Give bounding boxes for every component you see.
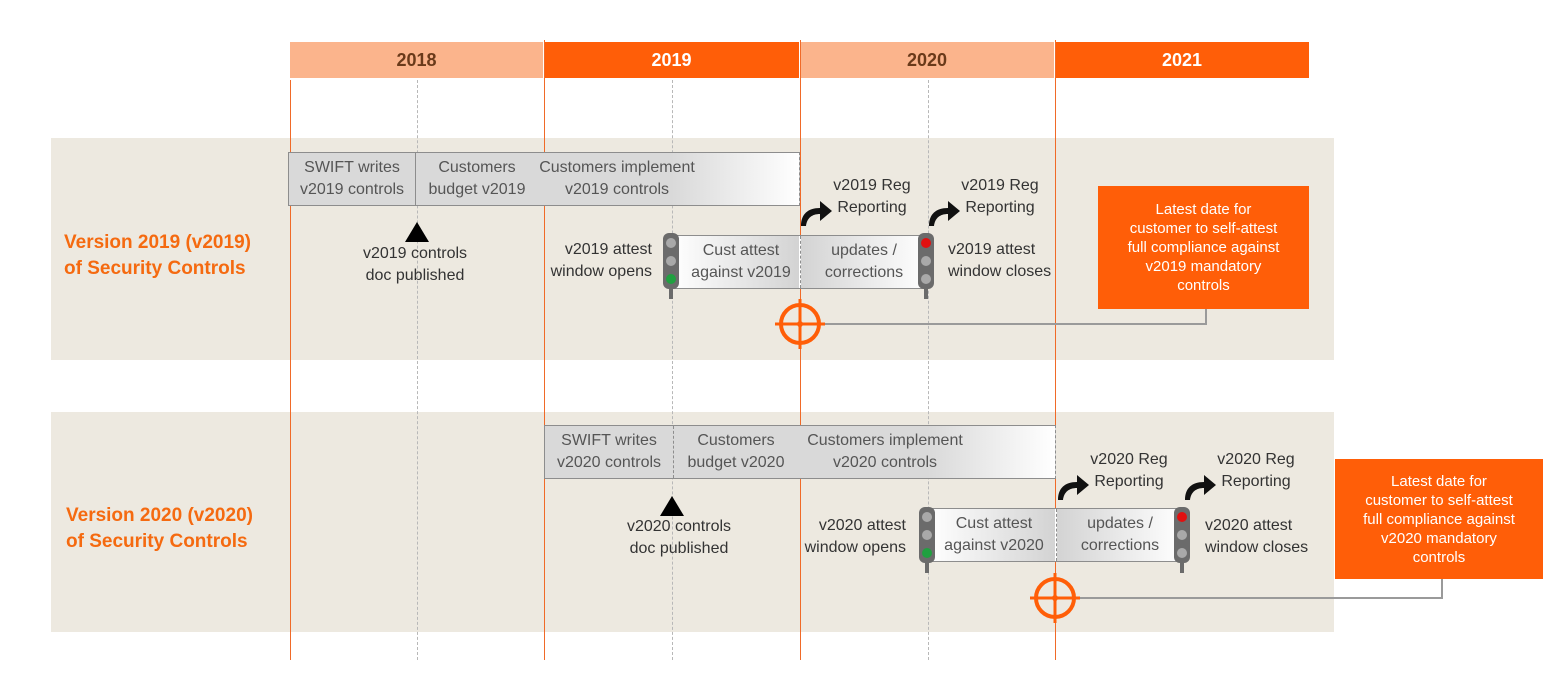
year-boundary-line xyxy=(800,40,801,660)
reg-reporting-label: v2019 Reg Reporting xyxy=(961,177,1039,216)
attest-window-v2020: Cust attest against v2020 updates / corr… xyxy=(928,508,1184,562)
phase-bar-v2020: SWIFT writes v2020 controls Customers bu… xyxy=(544,425,1056,479)
window-segment-attest: Cust attest against v2020 xyxy=(944,515,1044,554)
row-label-v2020: Version 2020 (v2020) of Security Control… xyxy=(66,505,253,552)
phase-swift-writes: SWIFT writes v2019 controls xyxy=(289,153,416,205)
phase-customers-budget: Customers budget v2019 xyxy=(428,159,526,198)
published-note: v2020 controls doc published xyxy=(626,518,732,557)
window-segment-attest: Cust attest against v2019 xyxy=(691,242,791,281)
curved-arrow-icon xyxy=(1185,475,1216,500)
year-header-2020: 2020 xyxy=(800,42,1054,78)
year-header-2018: 2018 xyxy=(290,42,543,78)
window-opens-label: v2019 attest window opens xyxy=(550,241,652,280)
window-closes-label: v2019 attest window closes xyxy=(948,241,1052,280)
phase-customers-budget: Customers budget v2020 xyxy=(687,432,785,471)
triangle-marker-icon xyxy=(405,222,429,242)
reg-reporting-label: v2019 Reg Reporting xyxy=(833,177,911,216)
callout-connector xyxy=(1078,579,1443,599)
target-crosshair-icon xyxy=(1030,573,1080,623)
window-segment-updates: updates / corrections xyxy=(1080,515,1160,554)
attest-window-v2019: Cust attest against v2019 updates / corr… xyxy=(670,235,928,289)
window-segment-updates: updates / corrections xyxy=(824,242,904,281)
window-closes-label: v2020 attest window closes xyxy=(1205,517,1309,556)
deadline-callout: Latest date for customer to self-attest … xyxy=(1335,459,1543,579)
curved-arrow-icon xyxy=(929,201,960,226)
traffic-light-icon xyxy=(1174,507,1190,573)
phase-customers-implement: Customers implement v2019 controls xyxy=(539,159,695,198)
window-opens-label: v2020 attest window opens xyxy=(804,517,906,556)
curved-arrow-icon xyxy=(801,201,832,226)
traffic-light-icon xyxy=(919,507,935,573)
curved-arrow-icon xyxy=(1058,475,1089,500)
mid-year-line xyxy=(417,80,418,660)
triangle-marker-icon xyxy=(660,496,684,516)
reg-reporting-label: v2020 Reg Reporting xyxy=(1217,451,1295,490)
reg-reporting-label: v2020 Reg Reporting xyxy=(1090,451,1168,490)
deadline-callout: Latest date for customer to self-attest … xyxy=(1098,186,1309,309)
year-boundary-line xyxy=(1055,40,1056,660)
year-boundary-line xyxy=(290,80,291,660)
phase-swift-writes: SWIFT writes v2020 controls xyxy=(545,426,674,478)
mid-year-line xyxy=(672,80,673,660)
target-crosshair-icon xyxy=(775,299,825,349)
year-header-2019: 2019 xyxy=(544,42,799,78)
phase-bar-v2019: SWIFT writes v2019 controls Customers bu… xyxy=(288,152,800,206)
year-header-2021: 2021 xyxy=(1055,42,1309,78)
traffic-light-icon xyxy=(663,233,679,299)
mid-year-line xyxy=(928,80,929,660)
published-note: v2019 controls doc published xyxy=(362,245,468,284)
traffic-light-icon xyxy=(918,233,934,299)
phase-customers-implement: Customers implement v2020 controls xyxy=(807,432,963,471)
year-boundary-line xyxy=(544,40,545,660)
row-label-v2019: Version 2019 (v2019) of Security Control… xyxy=(64,232,251,279)
callout-connector xyxy=(820,309,1207,325)
